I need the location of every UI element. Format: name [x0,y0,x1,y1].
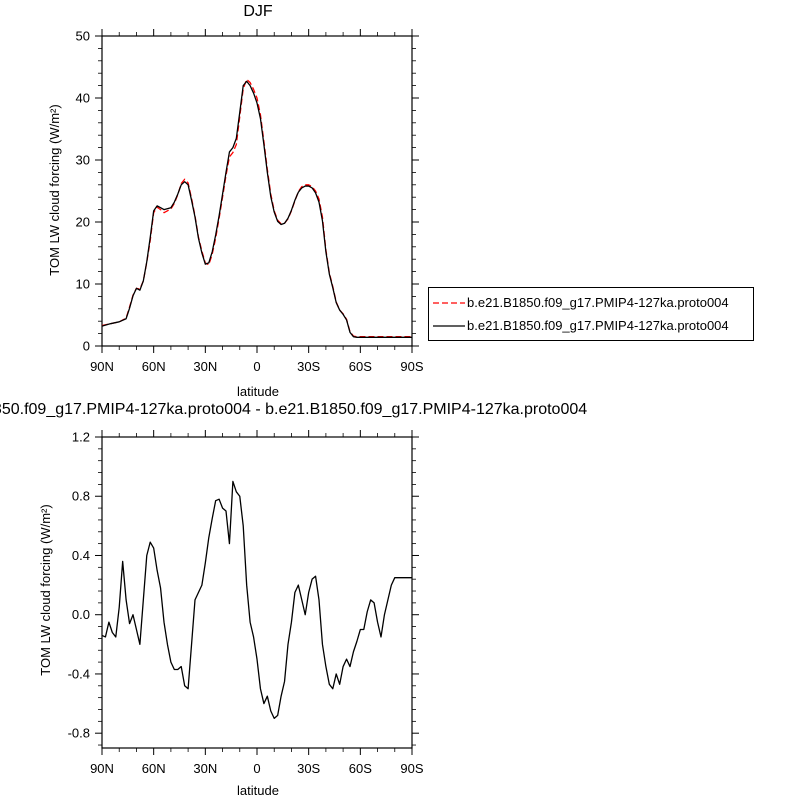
ticks-top: 0 10 20 30 40 50 90N 60N 30N 0 30S 60S 90S [76,29,424,375]
xaxis-label-top: latitude [237,384,279,399]
title-bottom: b.e21.B1850.f09_g17.PMIP4-127ka.proto004… [0,401,587,418]
xtick-label-top: 30S [297,359,320,374]
xtick-label-top: 90N [90,359,114,374]
series-line-bottom-1 [101,480,412,720]
ticks-bottom: -0.8 -0.4 0.0 0.4 0.8 1.2 90N 60N 30N 0 30S 60S 90S [68,430,424,777]
legend: b.e21.B1850.f09_g17.PMIP4-127ka.proto004… [428,287,754,341]
ytick-label-bottom: 0.0 [72,607,90,622]
ytick-label-bottom: -0.8 [68,726,90,741]
legend-item-1: b.e21.B1850.f09_g17.PMIP4-127ka.proto004 [429,292,753,314]
legend-label-1: b.e21.B1850.f09_g17.PMIP4-127ka.proto004 [467,295,729,310]
series-bottom [101,480,412,720]
xtick-label-top: 90S [400,359,423,374]
panel-top: DJF 0 10 20 30 40 50 90N 60N 30N 0 30S 60S 90S latit… [47,3,424,399]
legend-swatch-solid-black [433,325,465,327]
plot-frame-top [101,35,413,347]
ytick-label-bottom: -0.4 [68,666,90,681]
xtick-label-top: 60N [142,359,166,374]
xtick-label-top: 30N [193,359,217,374]
series-top [101,78,412,338]
ytick-label-bottom: 1.2 [72,430,90,445]
xtick-label-top: 60S [349,359,372,374]
ytick-label-top: 50 [76,29,90,44]
xtick-label-top: 0 [253,359,260,374]
xtick-label-bottom: 30N [193,761,217,776]
xtick-label-bottom: 60N [142,761,166,776]
yaxis-label-bottom: TOM LW cloud forcing (W/m²) [38,504,53,675]
legend-item-2: b.e21.B1850.f09_g17.PMIP4-127ka.proto004 [429,315,753,337]
ytick-label-bottom: 0.8 [72,489,90,504]
panel-bottom: b.e21.B1850.f09_g17.PMIP4-127ka.proto004… [0,401,587,798]
legend-swatch-dashed-red [433,302,465,304]
ytick-label-top: 30 [76,153,90,168]
xtick-label-bottom: 90N [90,761,114,776]
series-line-top-2 [101,80,412,338]
ytick-label-top: 20 [76,215,90,230]
plot-frame-bottom [101,436,413,749]
xaxis-label-bottom: latitude [237,783,279,798]
series-line-top-1 [101,78,412,338]
ytick-label-top: 40 [76,91,90,106]
ytick-label-bottom: 0.4 [72,548,90,563]
yaxis-label-top: TOM LW cloud forcing (W/m²) [47,104,62,275]
xtick-label-bottom: 30S [297,761,320,776]
legend-label-2: b.e21.B1850.f09_g17.PMIP4-127ka.proto004 [467,318,729,333]
xtick-label-bottom: 60S [349,761,372,776]
ytick-label-top: 0 [83,339,90,354]
xtick-label-bottom: 90S [400,761,423,776]
ytick-label-top: 10 [76,277,90,292]
xtick-label-bottom: 0 [253,761,260,776]
title-top: DJF [243,3,273,20]
